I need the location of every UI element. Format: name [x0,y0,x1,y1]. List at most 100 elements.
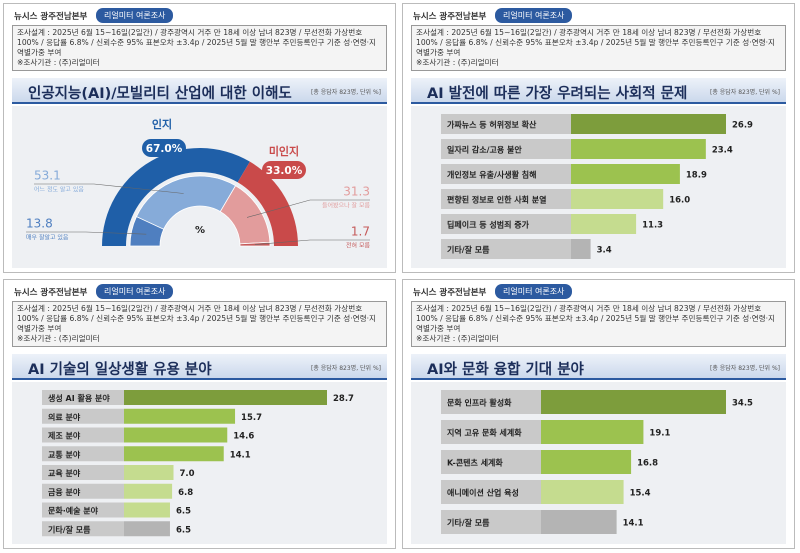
leader-line [34,183,184,194]
badge: 리얼미터 여론조사 [495,284,573,299]
notes-box: 조사설계 : 2025년 6월 15~16일(2일간) / 광주광역시 거주 만… [12,301,387,347]
brand: 뉴시스 광주전남본부 [14,288,88,298]
note: 조사설계 : 2025년 6월 15~16일(2일간) / 광주광역시 거주 만… [416,304,776,333]
group-label: 인지 [152,117,172,131]
category-box [441,164,571,184]
category-label: 매우 잘알고 있음 [26,234,69,242]
bar [571,239,591,259]
notes-box: 조사설계 : 2025년 6월 15~16일(2일간) / 광주광역시 거주 만… [411,25,786,71]
category-box [42,483,124,499]
value-label: 34.5 [732,399,753,409]
value-label: 31.3 [343,185,370,199]
chart-area: 문화 인프라 활성화 34.5 지역 고유 문화 세계화 19.1 K-콘텐츠 세계화 1… [411,382,786,544]
category-box [42,521,124,537]
value-label: 1.7 [351,225,370,239]
category-box [42,427,124,443]
chart: 생성 AI 활용 분야 28.7 의료 분야 15.7 제조 분야 14.6 교통 분야 14… [42,390,354,537]
category-box [441,450,541,474]
brand: 뉴시스 광주전남본부 [14,12,88,22]
bar [541,420,644,444]
chart-subtitle: [총 응답자 823명, 단위 %] [709,89,780,96]
note: ※조사기관 : (주)리얼미터 [17,334,100,343]
brand: 뉴시스 광주전남본부 [413,12,487,22]
value-label: 23.4 [712,146,733,156]
notes-box: 조사설계 : 2025년 6월 15~16일(2일간) / 광주광역시 거주 만… [12,25,387,71]
bar [541,390,726,414]
category-label: 전혀 모름 [346,242,370,250]
category-label: 금융 분야 [48,487,81,497]
category-box [42,502,124,518]
bar [124,521,170,537]
group-pill [142,139,186,157]
chart-area: 생성 AI 활용 분야 28.7 의료 분야 15.7 제조 분야 14.6 교통 분야 14… [12,382,387,544]
bar [124,483,173,499]
value-label: 15.4 [630,489,651,499]
note: 조사설계 : 2025년 6월 15~16일(2일간) / 광주광역시 거주 만… [416,28,776,57]
category-box [42,408,124,424]
value-label: 19.1 [649,429,670,439]
category-label: 어느 정도 알고 있음 [34,186,84,194]
value-label: 7.0 [180,469,195,479]
bar [571,189,664,209]
badge: 리얼미터 여론조사 [495,8,573,23]
category-label: 딥페이크 등 성범죄 증가 [447,220,530,230]
category-label: 개인정보 유출/사생활 침해 [447,170,536,180]
category-box [441,420,541,444]
category-label: 애니메이션 산업 육성 [447,488,519,498]
category-box [441,390,541,414]
value-label: 28.7 [333,394,354,404]
outer-arc [102,148,250,246]
category-box [441,114,571,134]
category-label: 문화·예술 분야 [48,506,99,516]
bar [541,450,632,474]
bar [571,164,680,184]
bar [124,427,228,443]
category-label: 기타/잘 모름 [447,518,490,528]
chart-title: AI 발전에 따른 가장 우려되는 사회적 문제 [427,86,688,102]
category-label: 문화 인프라 활성화 [447,398,512,408]
value-label: 16.8 [637,459,658,469]
chart-title: 인공지능(AI)/모빌리티 산업에 대한 이해도 [28,86,292,102]
chart-subtitle: [총 응답자 823명, 단위 %] [709,365,780,372]
category-box [42,465,124,480]
value-label: 14.1 [230,450,251,460]
category-box [441,510,541,534]
category-box [42,390,124,405]
group-value-label: 33.0% [266,165,303,177]
chart: 가짜뉴스 등 허위정보 확산 26.9 일자리 감소/고용 불안 23.4 개인정보 유… [441,114,753,259]
value-label: 18.9 [686,171,707,181]
note: ※조사기관 : (주)리얼미터 [416,334,499,343]
category-label: 가짜뉴스 등 허위정보 확산 [447,120,537,130]
bar [541,480,624,504]
bar [541,510,617,534]
category-label: 들어봤으나 잘 모름 [322,202,370,210]
category-box [441,189,571,209]
bar [124,408,236,424]
category-label: 일자리 감소/고용 불안 [447,145,522,155]
chart-subtitle: [총 응답자 823명, 단위 %] [310,365,381,372]
category-label: 편향된 정보로 인한 사회 분열 [447,195,546,205]
category-label: 교통 분야 [48,449,81,459]
badge: 리얼미터 여론조사 [96,8,174,23]
chart: 문화 인프라 활성화 34.5 지역 고유 문화 세계화 19.1 K-콘텐츠 세계화 1… [441,390,753,534]
group-label: 미인지 [269,144,299,158]
category-box [441,480,541,504]
value-label: 6.5 [176,507,191,517]
center-label: % [195,225,205,236]
chart-area: 가짜뉴스 등 허위정보 확산 26.9 일자리 감소/고용 불안 23.4 개인정보 유… [411,106,786,268]
category-box [441,139,571,159]
leader-line [254,239,370,245]
category-label: K-콘텐츠 세계화 [447,458,503,468]
category-box [42,446,124,462]
group-pill [262,161,306,179]
chart-title: AI 기술의 일상생활 유용 분야 [28,362,212,378]
category-label: 의료 분야 [48,412,81,422]
chart-subtitle: [총 응답자 823명, 단위 %] [310,89,381,96]
value-label: 16.0 [669,196,690,206]
value-label: 53.1 [34,169,61,183]
category-label: 교육 분야 [48,468,81,478]
badge: 리얼미터 여론조사 [96,284,174,299]
